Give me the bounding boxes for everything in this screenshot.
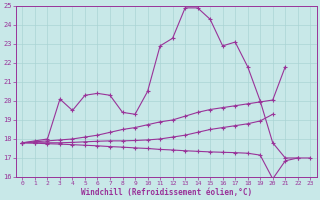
X-axis label: Windchill (Refroidissement éolien,°C): Windchill (Refroidissement éolien,°C) — [81, 188, 252, 197]
